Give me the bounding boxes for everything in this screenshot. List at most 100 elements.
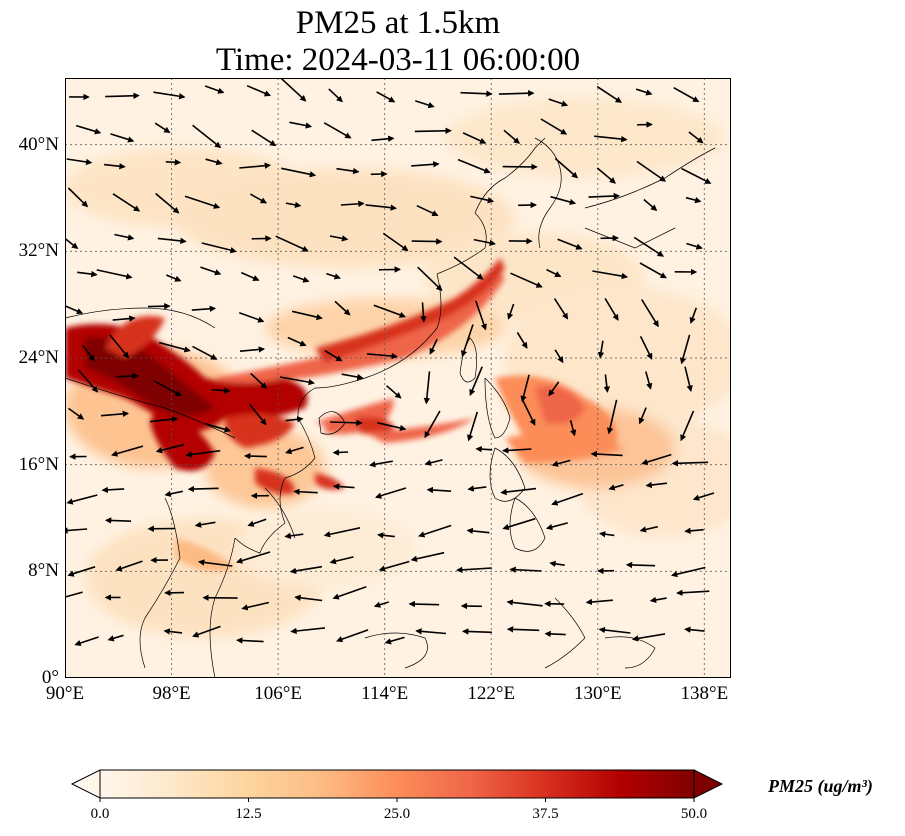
wind-arrow [241, 601, 270, 611]
wind-arrow [418, 524, 452, 538]
wind-arrow [645, 371, 653, 390]
wind-arrow [639, 336, 653, 360]
wind-arrow [377, 422, 407, 432]
wind-arrow [340, 200, 365, 208]
wind-arrow [67, 187, 89, 208]
wind-arrow [596, 167, 616, 184]
wind-arrow [507, 303, 515, 320]
wind-arrow [201, 242, 237, 254]
wind-arrow [285, 201, 302, 208]
wind-arrow [281, 167, 317, 178]
map-title-line2: Time: 2024-03-11 06:00:00 [215, 42, 581, 78]
wind-arrow [692, 492, 715, 501]
wind-arrow [549, 560, 565, 568]
wind-arrow [74, 636, 99, 647]
wind-arrow [550, 195, 577, 206]
wind-arrow [326, 272, 341, 280]
map-gridlines [65, 78, 731, 678]
wind-arrow [671, 460, 709, 467]
wind-arrow [643, 198, 658, 212]
wind-arrow [153, 379, 182, 397]
wind-arrow [415, 628, 447, 635]
wind-arrow [470, 195, 495, 204]
wind-arrow [688, 131, 704, 144]
wind-arrow [104, 517, 132, 524]
wind-arrow [329, 235, 349, 242]
wind-arrow [553, 298, 569, 320]
wind-arrow [462, 628, 492, 635]
wind-arrow [66, 158, 93, 166]
wind-arrow [75, 124, 102, 135]
wind-arrow [81, 344, 95, 362]
colorbar [70, 769, 724, 802]
wind-arrow [641, 453, 672, 466]
wind-arrow [684, 626, 705, 633]
wind-arrow [424, 459, 443, 466]
wind-arrow [456, 566, 492, 574]
colorbar-tick-label: 25.0 [383, 806, 411, 822]
wind-arrow [279, 78, 307, 102]
colorbar-tick-label: 12.5 [235, 806, 262, 822]
wind-arrow [77, 369, 99, 393]
wind-arrow [503, 129, 520, 144]
wind-arrow [598, 626, 631, 634]
wind-arrow [105, 92, 140, 99]
lat-tick-label: 40°N [18, 133, 59, 155]
wind-arrow [251, 129, 277, 147]
wind-arrow [246, 84, 271, 97]
wind-arrow [377, 532, 395, 539]
wind-arrow [250, 193, 268, 204]
wind-arrow [502, 447, 532, 454]
wind-arrow [341, 373, 364, 381]
wind-arrow [373, 601, 390, 608]
wind-arrow [112, 315, 136, 322]
wind-arrow [247, 518, 267, 527]
wind-arrow [191, 305, 217, 312]
wind-arrow [686, 242, 703, 250]
wind-arrow [639, 525, 658, 533]
wind-arrow [235, 551, 271, 564]
wind-arrow [554, 157, 579, 179]
wind-arrow [101, 486, 125, 494]
lat-tick-label: 8°N [28, 560, 59, 582]
wind-arrow [502, 517, 536, 531]
wind-arrow [373, 304, 407, 318]
wind-arrow [639, 262, 667, 279]
wind-arrow [408, 600, 440, 608]
wind-arrow [557, 238, 583, 250]
wind-arrow [681, 167, 712, 184]
lon-tick-label: 122°E [467, 683, 516, 704]
wind-arrow [596, 85, 622, 103]
wind-arrow [332, 483, 355, 490]
wind-arrow [670, 566, 706, 578]
wind-arrow [467, 485, 487, 492]
wind-arrow [104, 163, 126, 170]
wind-arrow [374, 487, 407, 499]
colorbar-extend-min [70, 769, 101, 799]
colorbar-ticks [99, 798, 695, 802]
wind-arrow [548, 381, 560, 397]
wind-arrow [323, 527, 361, 538]
wind-arrow [590, 450, 623, 458]
wind-arrow [65, 591, 83, 598]
wind-arrow [638, 407, 647, 425]
wind-arrow [625, 561, 656, 569]
lon-tick-label: 130°E [573, 683, 622, 704]
wind-arrow [292, 275, 310, 283]
wind-arrow [569, 420, 577, 437]
wind-arrow [200, 266, 222, 276]
wind-arrow [185, 449, 221, 458]
wind-arrow [65, 305, 84, 315]
wind-arrow [165, 159, 182, 166]
wind-arrow [239, 346, 266, 353]
wind-arrow [328, 88, 343, 103]
colorbar-tick-label: 50.0 [680, 806, 708, 822]
wind-arrow [415, 100, 435, 109]
wind-arrow [684, 366, 693, 392]
wind-arrow [187, 485, 219, 493]
wind-arrow [112, 193, 141, 212]
wind-arrow [204, 85, 225, 94]
wind-arrow [248, 403, 267, 426]
wind-arrow [649, 596, 667, 604]
wind-arrow [592, 270, 629, 280]
